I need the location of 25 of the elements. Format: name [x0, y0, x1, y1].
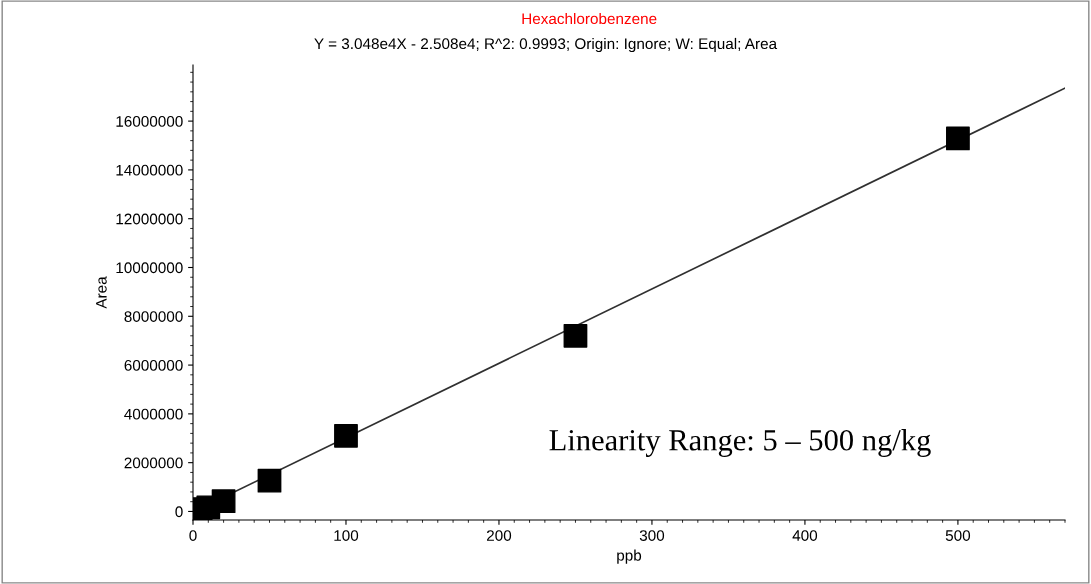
- point: [946, 126, 970, 151]
- x-tick-label: 300: [639, 530, 665, 541]
- point: [257, 468, 282, 493]
- y-tick-label: 16000000: [116, 115, 183, 127]
- y-tick-label: 0: [175, 506, 183, 518]
- y-tick-label: 10000000: [116, 262, 183, 274]
- point: [563, 323, 588, 348]
- y-tick-label: 14000000: [116, 164, 183, 176]
- x-axis-title: ppb: [617, 549, 642, 564]
- x-tick-label: 100: [334, 530, 359, 541]
- annotation: Linearity Range: 5 – 500 ng/kg: [549, 429, 931, 457]
- chart-subtitle: Y = 3.048e4X - 2.508e4; R^2: 0.9993; Origin: Ignore; W: Equal; Area: [314, 37, 778, 53]
- y-tick-label: 8000000: [124, 311, 183, 322]
- point: [211, 489, 236, 514]
- y-tick-label: 12000000: [116, 213, 183, 225]
- chart-title: Hexachlorobenzene: [522, 12, 657, 25]
- x-tick-label: 0: [189, 530, 197, 541]
- point: [334, 423, 358, 448]
- y-tick-label: 2000000: [124, 457, 183, 469]
- y-tick-label: 4000000: [124, 408, 183, 420]
- x-tick-label: 200: [486, 530, 512, 541]
- x-tick-label: 500: [945, 530, 971, 541]
- x-tick-label: 400: [792, 530, 818, 541]
- y-axis-title: Area: [96, 276, 107, 309]
- y-tick-label: 6000000: [124, 359, 183, 371]
